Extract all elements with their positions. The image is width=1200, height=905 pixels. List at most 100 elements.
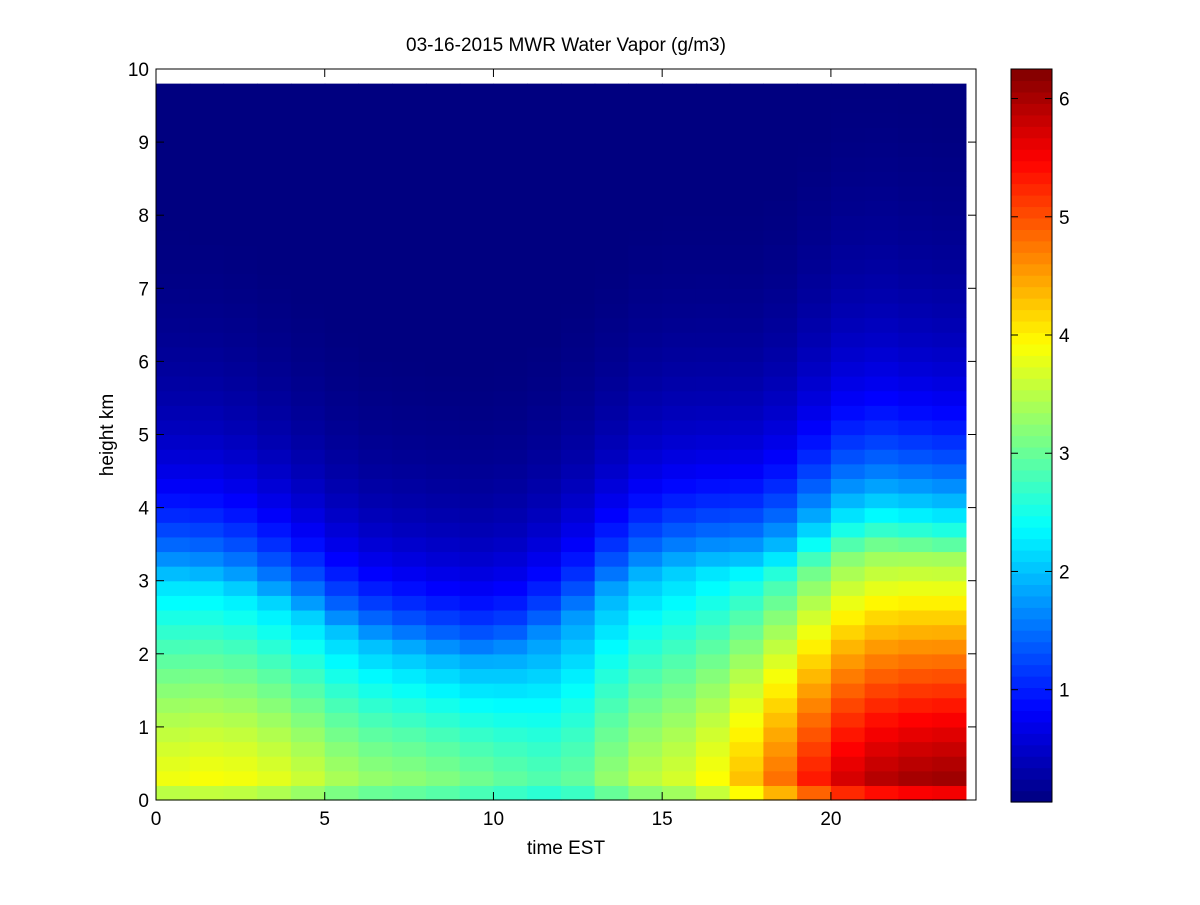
heatmap-cell: [324, 112, 360, 129]
y-axis: 0 1 2 3 4 5 6 7 8 9 10: [128, 60, 976, 812]
heatmap-cell: [560, 478, 596, 494]
heatmap-cell: [628, 288, 663, 304]
heatmap-cell: [290, 639, 326, 655]
heatmap-cell: [257, 288, 292, 304]
heatmap-cell: [324, 200, 360, 216]
heatmap-cell: [358, 624, 393, 640]
heatmap-cell: [324, 580, 360, 596]
heatmap-cell: [290, 302, 326, 319]
heatmap-cell: [527, 712, 562, 728]
heatmap-cell: [830, 390, 866, 406]
heatmap-cell: [156, 492, 191, 509]
heatmap-cell: [358, 551, 393, 567]
heatmap-cell: [223, 419, 258, 436]
heatmap-cell: [527, 98, 562, 114]
heatmap-cell: [493, 536, 528, 553]
heatmap-cell: [358, 463, 393, 479]
heatmap-cell: [864, 609, 899, 626]
heatmap-cell: [358, 98, 393, 114]
heatmap-cell: [830, 697, 866, 713]
heatmap-cell: [729, 712, 764, 728]
heatmap-cell: [830, 551, 866, 567]
heatmap-cell: [223, 215, 258, 231]
heatmap-cell: [864, 361, 899, 377]
heatmap-cell: [527, 259, 562, 275]
heatmap-cell: [290, 595, 326, 611]
colorbar-tick-label: 1: [1059, 681, 1070, 702]
heatmap-cell: [695, 405, 731, 421]
heatmap-cell: [459, 785, 495, 801]
heatmap-cell: [932, 683, 967, 699]
heatmap-cell: [459, 536, 495, 553]
heatmap-cell: [797, 785, 832, 801]
heatmap-cell: [156, 463, 191, 479]
heatmap-cell: [392, 770, 427, 786]
heatmap-cell: [493, 112, 528, 129]
heatmap-cell: [797, 741, 832, 757]
heatmap-cell: [763, 639, 798, 655]
colorbar-segment: [1011, 126, 1052, 139]
heatmap-cell: [392, 185, 427, 202]
heatmap-cell: [797, 492, 832, 509]
heatmap-cell: [898, 215, 933, 231]
heatmap-cell: [257, 376, 292, 392]
heatmap-cell: [560, 83, 596, 99]
heatmap-cell: [898, 259, 933, 275]
heatmap-cell: [763, 668, 798, 684]
heatmap-cell: [290, 463, 326, 479]
heatmap-cell: [527, 302, 562, 319]
heatmap-cell: [594, 522, 630, 538]
heatmap-cell: [459, 595, 495, 611]
heatmap-cell: [527, 624, 562, 640]
heatmap-cell: [425, 536, 461, 553]
heatmap-cell: [257, 551, 292, 567]
heatmap-cell: [459, 405, 495, 421]
heatmap-cell: [459, 376, 495, 392]
heatmap-cell: [156, 171, 191, 187]
heatmap-cell: [425, 492, 461, 509]
heatmap-cell: [527, 273, 562, 289]
heatmap-cell: [932, 332, 967, 348]
heatmap-cell: [898, 507, 933, 523]
heatmap-cell: [898, 653, 933, 670]
heatmap-cell: [898, 551, 933, 567]
colorbar-segment: [1011, 309, 1052, 322]
heatmap-cell: [324, 770, 360, 786]
heatmap-cell: [594, 639, 630, 655]
colorbar-segment: [1011, 103, 1052, 116]
heatmap-cell: [189, 595, 225, 611]
colorbar-segment: [1011, 481, 1052, 494]
y-tick-label: 4: [138, 499, 149, 520]
heatmap-cell: [189, 288, 225, 304]
heatmap-cell: [830, 434, 866, 450]
heatmap-cell: [797, 551, 832, 567]
heatmap-cell: [358, 83, 393, 99]
heatmap-cell: [459, 712, 495, 728]
heatmap-cell: [156, 142, 191, 158]
heatmap-cell: [189, 726, 225, 743]
heatmap-cell: [425, 390, 461, 406]
heatmap-cell: [797, 419, 832, 436]
heatmap-cell: [763, 215, 798, 231]
heatmap-cell: [830, 566, 866, 582]
heatmap-cell: [898, 98, 933, 114]
heatmap-cell: [594, 171, 630, 187]
heatmap-cell: [425, 332, 461, 348]
heatmap-cell: [695, 112, 731, 129]
heatmap-cell: [358, 522, 393, 538]
heatmap-cell: [932, 273, 967, 289]
heatmap-cell: [898, 697, 933, 713]
heatmap-cell: [493, 639, 528, 655]
heatmap-cell: [459, 112, 495, 129]
heatmap-cell: [560, 419, 596, 436]
heatmap-cell: [560, 492, 596, 509]
heatmap-cell: [527, 609, 562, 626]
heatmap-cell: [628, 390, 663, 406]
heatmap-cell: [763, 683, 798, 699]
heatmap-cell: [392, 288, 427, 304]
heatmap-cell: [932, 98, 967, 114]
heatmap-cell: [156, 127, 191, 143]
heatmap-cell: [628, 536, 663, 553]
heatmap-cell: [290, 244, 326, 260]
heatmap-cell: [729, 419, 764, 436]
